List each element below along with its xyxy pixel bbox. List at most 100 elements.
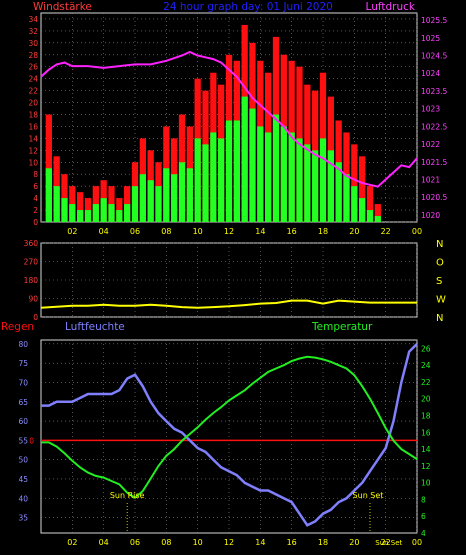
wind-speed-bar xyxy=(100,198,107,222)
x-tick-label: 20 xyxy=(349,538,359,547)
x-tick-label: 12 xyxy=(224,227,234,236)
y-left-tick-label: 45 xyxy=(18,475,28,484)
wind-speed-bar xyxy=(343,174,350,222)
y-right-tick-label: 6 xyxy=(421,512,426,521)
x-tick-label: 04 xyxy=(99,538,109,547)
wind-speed-bar xyxy=(202,144,209,222)
wind-gust-bar xyxy=(351,144,358,222)
y-left-tick-label: 180 xyxy=(24,276,39,285)
wind-speed-bar xyxy=(171,174,178,222)
x-tick-label: 22 xyxy=(381,538,391,547)
x-tick-label: 14 xyxy=(255,227,265,236)
x-tick-label: 00 xyxy=(412,227,422,236)
x-tick-label: 02 xyxy=(67,227,77,236)
rain-label: Regen xyxy=(1,321,34,333)
wind-speed-bar xyxy=(327,150,334,222)
y-left-tick-label: 14 xyxy=(28,134,38,143)
y-right-tick-label: 1023 xyxy=(421,105,440,114)
y-left-tick-label: 270 xyxy=(24,258,39,267)
y-right-tick-label: 1021.5 xyxy=(421,158,447,167)
wind-speed-bar xyxy=(155,186,162,222)
wind-speed-bar xyxy=(210,132,217,222)
chart-title: 24 hour graph day: 01 Juni 2020 xyxy=(163,1,333,13)
wind-speed-bar xyxy=(319,138,327,222)
y-right-tick-label: 26 xyxy=(421,344,431,353)
y-left-tick-label: 50 xyxy=(18,456,28,465)
y-right-tick-label: 1024.5 xyxy=(421,52,447,61)
rain-axis-tick-label: 0 xyxy=(29,436,34,445)
wind-direction-line xyxy=(40,299,417,309)
temp-humidity-chart: 02 04 06 08 10 12 14 16 18 20 22 003540455055606570… xyxy=(18,339,431,547)
y-left-tick-label: 20 xyxy=(28,99,38,108)
humidity-label: Luftfeuchte xyxy=(65,321,125,333)
wind-speed-bar xyxy=(124,204,131,222)
y-right-tick-label: 8 xyxy=(421,495,426,504)
y-right-tick-label: 1020 xyxy=(421,211,440,220)
wind-speed-bar xyxy=(351,186,358,222)
x-tick-label: 10 xyxy=(193,227,203,236)
compass-label: N xyxy=(436,239,443,250)
y-left-tick-label: 0 xyxy=(33,313,38,322)
y-left-tick-label: 70 xyxy=(18,378,28,387)
y-right-tick-label: 1024 xyxy=(421,69,440,78)
y-left-tick-label: 4 xyxy=(33,194,38,203)
x-tick-label: 16 xyxy=(287,538,297,547)
wind-speed-bar xyxy=(194,138,201,222)
wind-gust-bar xyxy=(359,156,366,222)
y-left-tick-label: 0 xyxy=(33,218,38,227)
wind-speed-bar xyxy=(61,198,68,222)
humidity-line xyxy=(41,343,418,527)
y-right-tick-label: 1022 xyxy=(421,140,440,149)
y-left-tick-label: 55 xyxy=(18,436,28,445)
x-tick-label: 18 xyxy=(318,227,328,236)
wind-speed-bar xyxy=(84,210,92,222)
temperature-line xyxy=(41,355,418,500)
y-left-tick-label: 75 xyxy=(18,359,28,368)
wind-speed-bar xyxy=(186,168,193,222)
x-tick-label: 10 xyxy=(193,538,203,547)
y-left-tick-label: 12 xyxy=(28,146,38,155)
y-right-tick-label: 18 xyxy=(421,412,431,421)
wind-speed-bar xyxy=(359,198,366,222)
wind-speed-bar xyxy=(265,132,272,222)
y-right-tick-label: 1022.5 xyxy=(421,122,447,131)
wind-speed-bar xyxy=(225,120,233,222)
x-tick-label: 04 xyxy=(99,227,109,236)
y-left-tick-label: 24 xyxy=(28,75,38,84)
wind-speed-bar xyxy=(272,114,280,222)
wind-speed-bar xyxy=(233,120,240,222)
y-right-tick-label: 4 xyxy=(421,529,426,538)
y-right-tick-label: 1020.5 xyxy=(421,193,447,202)
y-left-tick-label: 26 xyxy=(28,63,38,72)
sunset-axis-label: Sun Set xyxy=(375,539,402,547)
y-right-tick-label: 22 xyxy=(421,378,431,387)
wind-speed-bar xyxy=(139,174,146,222)
y-right-tick-label: 24 xyxy=(421,361,431,370)
y-right-tick-label: 20 xyxy=(421,395,431,404)
y-left-tick-label: 32 xyxy=(28,27,38,36)
x-tick-label: 20 xyxy=(349,227,359,236)
y-left-tick-label: 40 xyxy=(18,494,28,503)
y-left-tick-label: 22 xyxy=(28,87,38,96)
y-left-tick-label: 80 xyxy=(18,340,28,349)
y-right-tick-label: 14 xyxy=(421,445,431,454)
wind-speed-bar xyxy=(147,180,154,222)
x-tick-label: 08 xyxy=(161,227,171,236)
y-right-tick-label: 1025 xyxy=(421,34,440,43)
y-right-tick-label: 12 xyxy=(421,462,431,471)
wind-speed-bar xyxy=(69,204,76,222)
wind-speed-bar xyxy=(77,210,84,222)
wind-gust-bar xyxy=(366,186,374,222)
wind-speed-bar xyxy=(257,126,264,222)
wind-pressure-chart: 02 04 06 08 10 12 14 16 18 20 22 000246810121416182… xyxy=(28,12,447,236)
y-right-tick-label: 16 xyxy=(421,428,431,437)
wind-gust-bar xyxy=(374,204,381,222)
y-left-tick-label: 30 xyxy=(28,39,38,48)
wind-speed-bar xyxy=(296,138,303,222)
wind-speed-bar xyxy=(312,150,319,222)
wind-speed-bar xyxy=(335,162,342,222)
y-left-tick-label: 18 xyxy=(28,111,38,120)
compass-label: W xyxy=(436,295,446,306)
x-tick-label: 00 xyxy=(412,538,422,547)
